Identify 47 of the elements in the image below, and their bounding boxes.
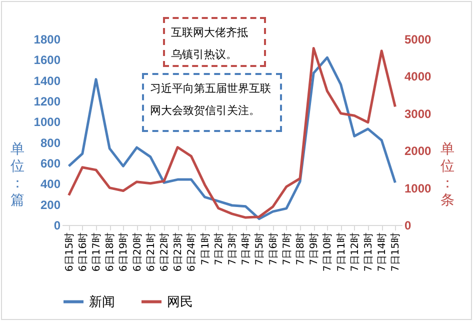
x-tick-label: 7日13时 bbox=[362, 232, 374, 272]
y-tick-label: 1200 bbox=[34, 94, 61, 108]
y-tick-label: 1800 bbox=[34, 32, 61, 46]
x-tick-label: 7日11时 bbox=[335, 232, 348, 272]
callout-box: 习近平向第五届世界互联网大会致贺信引关注。 bbox=[142, 73, 282, 132]
y2-tick-label: 1000 bbox=[404, 181, 432, 196]
x-tick-label: 6日17时 bbox=[90, 232, 102, 272]
x-tick-label: 6日19时 bbox=[118, 232, 130, 272]
y2-tick-label: 2000 bbox=[404, 144, 432, 158]
x-tick-label: 7日6时 bbox=[267, 232, 280, 266]
x-tick-label: 6日18时 bbox=[104, 232, 116, 272]
y2-tick-label: 3000 bbox=[404, 106, 432, 121]
x-tick-label: 6日20时 bbox=[131, 232, 144, 272]
x-tick-label: 7日1时 bbox=[199, 232, 212, 266]
y-tick-label: 1400 bbox=[34, 74, 61, 88]
y-axis-title: 单位：篇 bbox=[10, 142, 24, 208]
x-tick-label: 7日3时 bbox=[226, 232, 238, 266]
x-tick-label: 7日7时 bbox=[280, 232, 293, 266]
y2-axis-title: 单位：条 bbox=[440, 142, 454, 208]
legend-label: 网民 bbox=[167, 294, 193, 310]
y-tick-label: 1000 bbox=[34, 115, 61, 130]
y-tick-label: 1600 bbox=[34, 53, 61, 68]
x-tick-label: 7日5时 bbox=[254, 232, 266, 266]
x-tick-label: 6日23时 bbox=[172, 232, 184, 272]
x-tick-label: 7日10时 bbox=[322, 232, 334, 272]
x-tick-label: 7日2时 bbox=[212, 232, 225, 266]
x-tick-label: 6日16时 bbox=[76, 232, 89, 272]
x-tick-label: 6日21时 bbox=[144, 232, 157, 272]
y-tick-label: 0 bbox=[54, 218, 61, 232]
y-tick-label: 600 bbox=[40, 156, 61, 170]
y2-tick-label: 4000 bbox=[404, 70, 432, 84]
x-tick-label: 7日15时 bbox=[390, 232, 402, 272]
x-tick-label: 6日22时 bbox=[158, 232, 170, 272]
x-tick-label: 7日4时 bbox=[240, 232, 252, 266]
y-tick-label: 800 bbox=[40, 136, 61, 150]
x-tick-label: 7日12时 bbox=[348, 232, 361, 272]
x-tick-label: 6日24时 bbox=[186, 232, 198, 272]
y-tick-label: 400 bbox=[40, 177, 61, 192]
y2-tick-label: 5000 bbox=[404, 32, 432, 46]
y-tick-label: 200 bbox=[40, 198, 61, 212]
x-tick-label: 7日8时 bbox=[294, 232, 306, 266]
callout-box: 互联网大佬齐抵乌镇引热议。 bbox=[163, 17, 266, 67]
legend-label: 新闻 bbox=[89, 294, 115, 310]
x-tick-label: 7日14时 bbox=[376, 232, 388, 272]
x-tick-label: 7日9时 bbox=[308, 232, 320, 266]
x-tick-label: 6日15时 bbox=[63, 232, 76, 272]
y2-tick-label: 0 bbox=[404, 218, 412, 232]
